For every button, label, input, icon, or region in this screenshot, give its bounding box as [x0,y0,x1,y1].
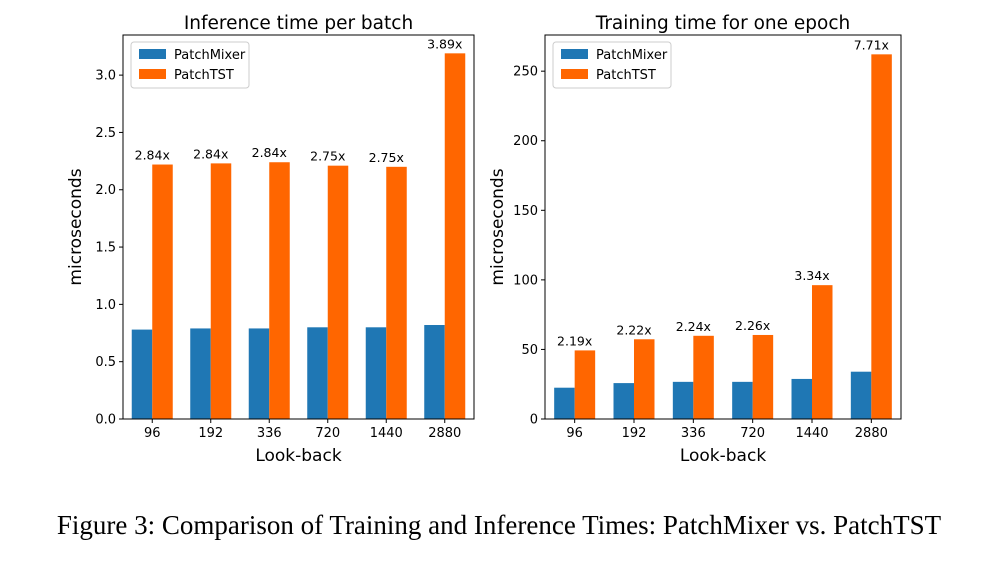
y-tick-label: 1.0 [95,298,116,313]
bar-patchtst-96 [152,164,173,419]
bar-patchtst-2880 [444,53,466,420]
y-axis-label: microseconds [488,168,508,285]
ratio-label: 2.26x [735,318,770,333]
y-axis-label: microseconds [66,168,86,285]
bar-patchmixer-192 [190,328,211,419]
bar-patchmixer-720 [732,381,753,419]
bar-patchtst-96 [574,350,596,419]
bar-patchtst-336 [693,335,714,419]
ratio-label: 2.75x [310,149,345,164]
bar-patchmixer-192 [613,383,634,419]
y-tick-label: 0.5 [95,355,116,370]
bar-patchtst-336 [269,162,290,420]
bar-patchtst-192 [210,163,232,419]
bar-patchtst-2880 [871,54,892,420]
y-tick-label: 0.0 [95,413,116,428]
bar-patchtst-192 [634,339,655,419]
figure-charts: 2.84x 2.84x 2.84x 2.75x 2.75x 3.89x 0.0 0.5 1.0 1… [66,13,902,466]
x-tick-label: 1440 [370,426,403,441]
plot-frame [122,34,475,420]
x-tick-label: 2880 [855,426,888,441]
y-tick-label: 1.5 [95,241,116,256]
ratio-label: 3.34x [794,268,829,283]
legend-swatch-patchmixer [561,49,588,59]
chart-panel-1: 2.84x 2.84x 2.84x 2.75x 2.75x 3.89x 0.0 0.5 1.0 1… [66,13,475,466]
ratio-label: 2.22x [616,322,651,337]
y-tick-label: 100 [513,273,538,288]
bar-patchtst-1440 [812,285,833,419]
legend-label-patchtst: PatchTST [174,68,234,83]
y-tick-label: 250 [513,65,538,80]
y-tick-label: 150 [513,204,538,219]
legend-label-patchmixer: PatchMixer [174,48,246,63]
ratio-label: 2.84x [252,145,287,160]
y-tick-label: 3.0 [95,69,116,84]
chart-title: Inference time per batch [184,13,413,34]
legend: PatchMixer PatchTST [552,41,672,89]
y-tick-label: 50 [521,343,538,358]
x-tick-label: 1440 [795,426,828,441]
bar-patchmixer-96 [131,329,153,419]
x-axis-label: Look-back [680,446,767,466]
bar-patchmixer-96 [554,387,575,419]
figure-caption: Figure 3: Comparison of Training and Inf… [56,510,942,540]
bar-patchmixer-336 [672,381,694,419]
x-tick-label: 96 [144,426,161,441]
x-tick-label: 720 [740,426,765,441]
bar-patchtst-720 [752,334,774,419]
bar-patchmixer-1440 [791,378,812,419]
x-tick-label: 2880 [428,426,461,441]
legend-label-patchtst: PatchTST [596,68,656,83]
x-tick-label: 192 [198,426,223,441]
x-tick-label: 96 [566,426,583,441]
ratio-label: 2.24x [676,319,711,334]
ratio-label: 3.89x [427,36,462,51]
legend-label-patchmixer: PatchMixer [596,48,668,63]
legend-swatch-patchtst [561,69,588,79]
legend-swatch-patchtst [139,69,166,79]
bar-patchtst-1440 [386,166,407,419]
y-tick-label: 0 [530,413,538,428]
y-tick-label: 200 [513,134,538,149]
ratio-label: 2.84x [193,146,228,161]
x-tick-label: 192 [622,426,647,441]
plot-frame [544,34,902,420]
bar-patchmixer-2880 [850,371,872,419]
x-tick-label: 720 [315,426,340,441]
bar-patchtst-720 [327,165,349,419]
ratio-label: 2.19x [557,333,592,348]
bar-patchmixer-336 [248,328,270,419]
y-tick-label: 2.0 [95,183,116,198]
legend-swatch-patchmixer [139,49,166,59]
chart-panel-2: 2.19x 2.22x 2.24x 2.26x 3.34x 7.71x 0 50 100 150 2… [488,13,902,466]
x-tick-label: 336 [257,426,282,441]
chart-title: Training time for one epoch [595,13,851,34]
ratio-label: 2.75x [369,150,404,165]
y-tick-label: 2.5 [95,126,116,141]
ratio-label: 7.71x [854,37,889,52]
bar-patchmixer-1440 [365,327,387,419]
x-axis-label: Look-back [255,446,342,466]
ratio-label: 2.84x [135,148,170,163]
bar-patchmixer-2880 [424,325,445,419]
legend: PatchMixer PatchTST [130,41,250,89]
x-tick-label: 336 [681,426,706,441]
bar-patchmixer-720 [307,327,328,419]
